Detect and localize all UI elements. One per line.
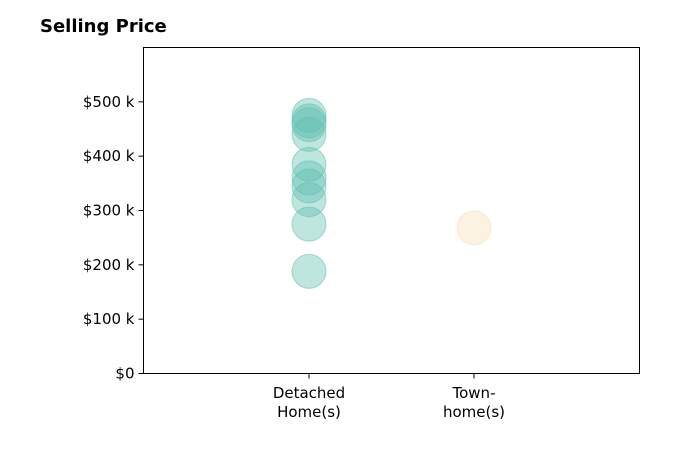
x-tick-label: home(s) [443,403,505,421]
y-tick-label: $500 k [83,93,135,111]
data-point [291,168,327,204]
data-point [291,253,327,289]
x-tick-label: Detached [273,384,345,402]
data-point [291,182,327,218]
chart-title: Selling Price [40,16,167,37]
y-tick-label: $300 k [83,202,135,220]
data-point [291,107,327,143]
data-point [291,160,327,196]
y-tick-label: $100 k [83,310,135,328]
data-point [291,116,327,152]
x-tick-label: Town- [452,384,496,402]
data-point [291,206,327,242]
data-points [291,97,492,289]
y-tick-label: $200 k [83,256,135,274]
x-tick-label: Home(s) [277,403,341,421]
y-tick-label: $400 k [83,147,135,165]
plot-frame [143,47,640,374]
y-axis: $0 $100 k $200 k $300 k $400 k $500 k [83,93,144,383]
y-tick-label: $0 [115,365,134,383]
data-point [291,97,327,133]
data-point [456,210,492,246]
data-point [291,146,327,182]
